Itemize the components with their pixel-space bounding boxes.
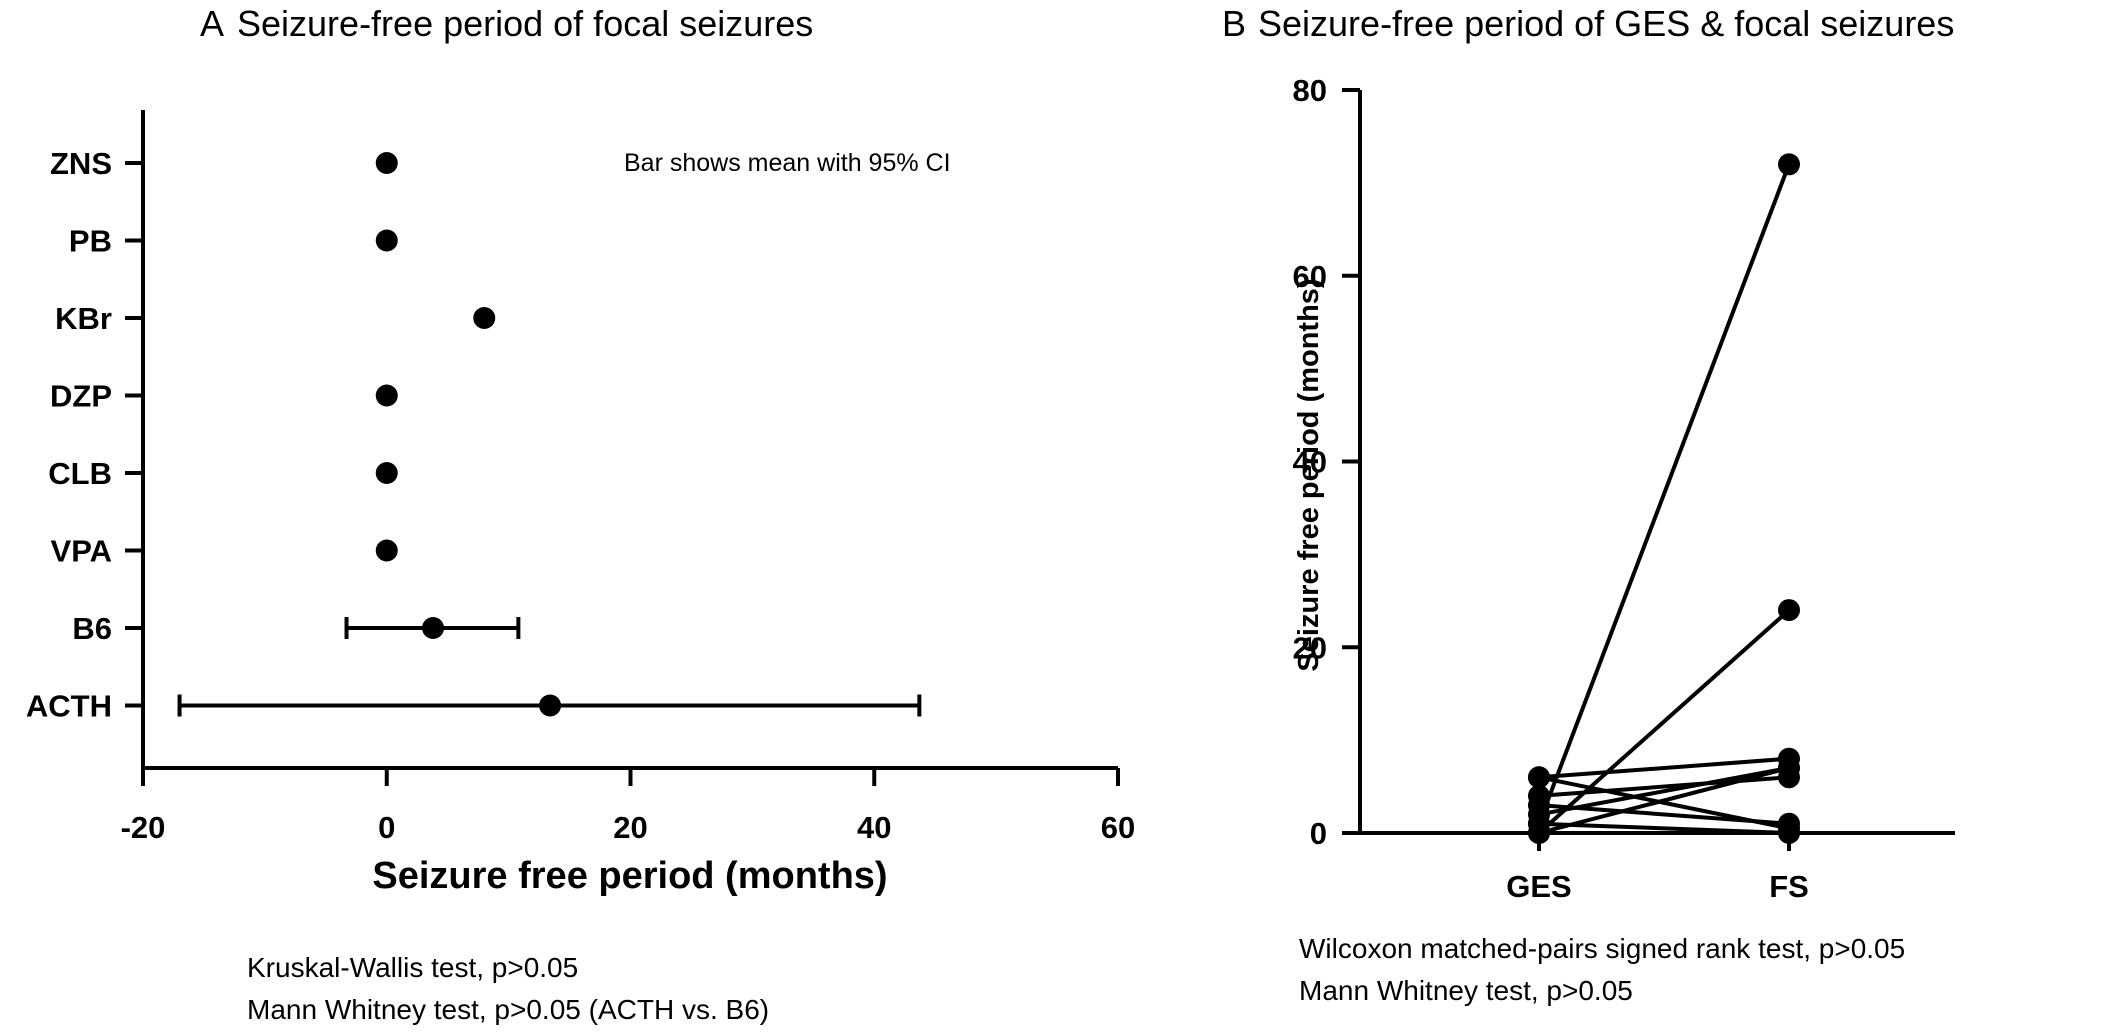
panel-b-y-ticks: 0 20 40 60 80	[1293, 73, 1360, 851]
fs-point	[1778, 822, 1800, 844]
panel-b-y-axis-title: Seizure free period (months)	[1293, 278, 1325, 671]
category-label: GES	[1506, 869, 1571, 904]
panel-b-points	[1528, 153, 1800, 844]
ges-point	[1528, 812, 1550, 835]
panel-b-footnote-2: Mann Whitney test, p>0.05	[1299, 975, 1633, 1006]
panel-a-annotation: Bar shows mean with 95% CI	[624, 149, 951, 177]
panel-b-pair-lines	[1537, 163, 1791, 835]
panel-a-categories: ZNS PB KBr DZP CLB VPA B6 ACTH	[26, 146, 143, 724]
category-label: VPA	[51, 534, 112, 569]
mean-point	[375, 539, 398, 562]
pair-line	[1538, 821, 1790, 835]
y-tick-label: 20	[1293, 630, 1327, 665]
panel-a-data-marks	[177, 152, 922, 717]
ges-point	[1528, 766, 1550, 789]
pair-line	[1538, 756, 1790, 780]
panel-a-title: Seizure-free period of focal seizures	[237, 3, 813, 44]
panel-a-x-ticks: -20 0 20 40 60	[121, 768, 1135, 845]
y-tick-label: 0	[1310, 816, 1327, 851]
fs-point	[1778, 153, 1800, 176]
panel-a-footnote-1: Kruskal-Wallis test, p>0.05	[247, 952, 578, 983]
category-label: FS	[1769, 869, 1809, 904]
pair-line	[1538, 775, 1790, 831]
pair-line	[1537, 163, 1791, 825]
panel-a: A Seizure-free period of focal seizures …	[26, 3, 1135, 1025]
mean-point	[375, 152, 398, 174]
mean-point	[539, 694, 562, 717]
category-label: KBr	[55, 301, 112, 336]
panel-a-footnote-2: Mann Whitney test, p>0.05 (ACTH vs. B6)	[247, 994, 769, 1025]
mean-point	[375, 462, 398, 484]
mean-point	[473, 307, 496, 329]
y-tick-label: 60	[1293, 259, 1327, 294]
panel-a-x-axis-title: Seizure free period (months)	[372, 855, 887, 897]
mean-point	[375, 229, 398, 252]
fs-point	[1778, 756, 1800, 779]
x-tick-label: 0	[378, 810, 395, 845]
pair-line	[1537, 608, 1791, 835]
ges-point	[1528, 794, 1550, 817]
fs-point	[1778, 599, 1800, 622]
x-tick-label: -20	[121, 810, 166, 845]
x-tick-label: 20	[613, 810, 647, 845]
x-tick-label: 60	[1101, 810, 1135, 845]
category-label: ACTH	[26, 689, 112, 724]
category-label: PB	[69, 224, 112, 259]
panel-a-letter: A	[200, 3, 224, 44]
panel-b-letter: B	[1222, 3, 1246, 44]
category-label: B6	[72, 611, 112, 646]
category-label: ZNS	[50, 146, 112, 181]
y-tick-label: 40	[1293, 445, 1327, 480]
pair-line	[1538, 766, 1790, 835]
panel-b-title: Seizure-free period of GES & focal seizu…	[1258, 3, 1954, 44]
panel-b-footnote-1: Wilcoxon matched-pairs signed rank test,…	[1299, 933, 1905, 964]
mean-point	[422, 617, 445, 639]
mean-point	[375, 384, 398, 407]
y-tick-label: 80	[1293, 73, 1327, 108]
panel-b: B Seizure-free period of GES & focal sei…	[1222, 3, 1955, 1006]
category-label: CLB	[48, 456, 112, 491]
x-tick-label: 40	[857, 810, 891, 845]
category-label: DZP	[50, 379, 112, 414]
panel-b-categories: GES FS	[1506, 833, 1809, 904]
